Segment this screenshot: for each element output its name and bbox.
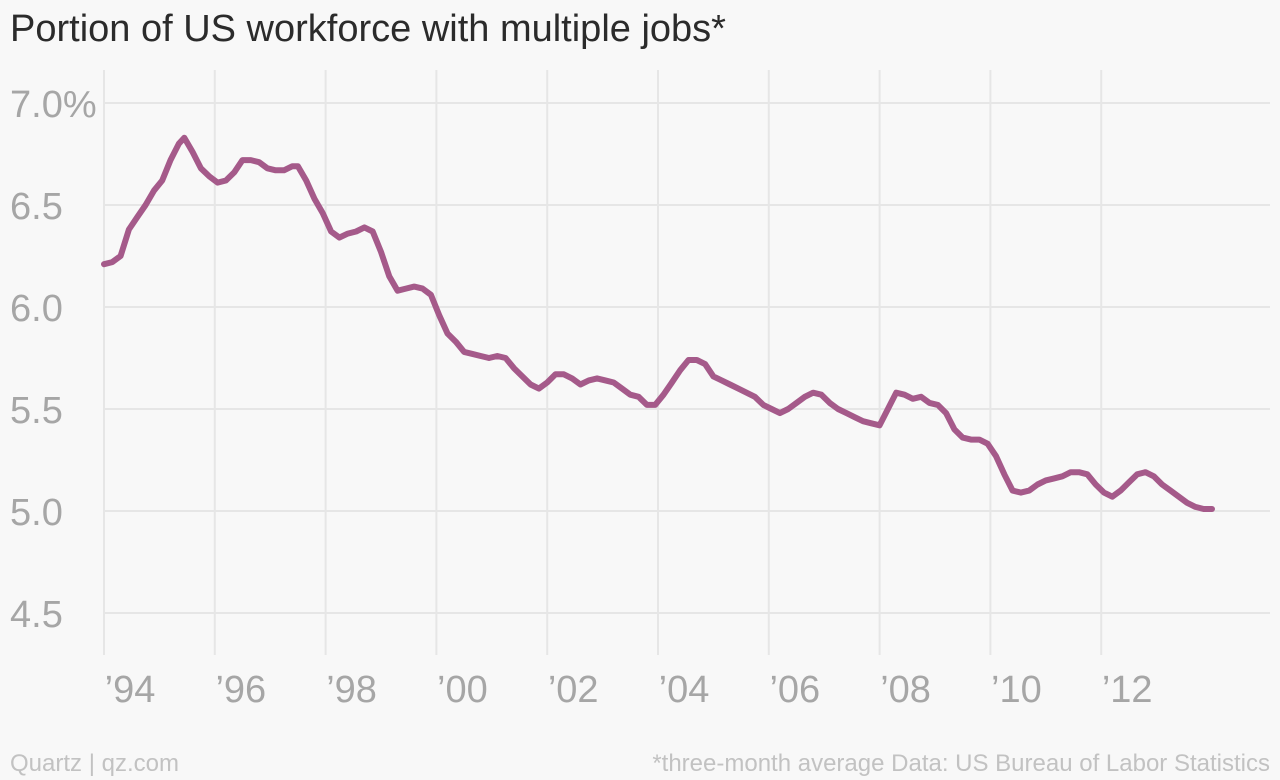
x-tick-label: ’94 [105, 669, 156, 711]
footer-source: Quartz | qz.com [10, 750, 179, 777]
x-tick-label: ’12 [1102, 669, 1153, 711]
x-tick-label: ’10 [991, 669, 1042, 711]
y-tick-label: 4.5 [10, 594, 63, 636]
y-tick-labels: 4.5 5.0 5.5 6.0 6.5 7.0% [10, 84, 97, 636]
y-tick-label: 5.0 [10, 492, 63, 534]
footer-note: *three-month average Data: US Bureau of … [652, 750, 1270, 777]
x-tick-label: ’06 [769, 669, 820, 711]
x-tick-label: ’96 [215, 669, 266, 711]
x-tick-label: ’00 [437, 669, 488, 711]
x-tick-label: ’02 [548, 669, 599, 711]
x-tick-label: ’04 [659, 669, 710, 711]
horizontal-gridlines [104, 102, 1270, 614]
series-line [101, 134, 1215, 512]
y-tick-label: 6.5 [10, 186, 63, 228]
y-tick-label: 6.0 [10, 288, 63, 330]
y-tick-label: 7.0% [10, 84, 97, 126]
chart-title: Portion of US workforce with multiple jo… [10, 8, 726, 50]
x-tick-labels: ’94 ’96 ’98 ’00 ’02 ’04 ’06 ’08 ’10 ’12 [105, 669, 1153, 711]
x-tick-label: ’98 [326, 669, 377, 711]
vertical-gridlines [103, 70, 1103, 655]
y-tick-label: 5.5 [10, 390, 63, 432]
x-tick-label: ’08 [880, 669, 931, 711]
